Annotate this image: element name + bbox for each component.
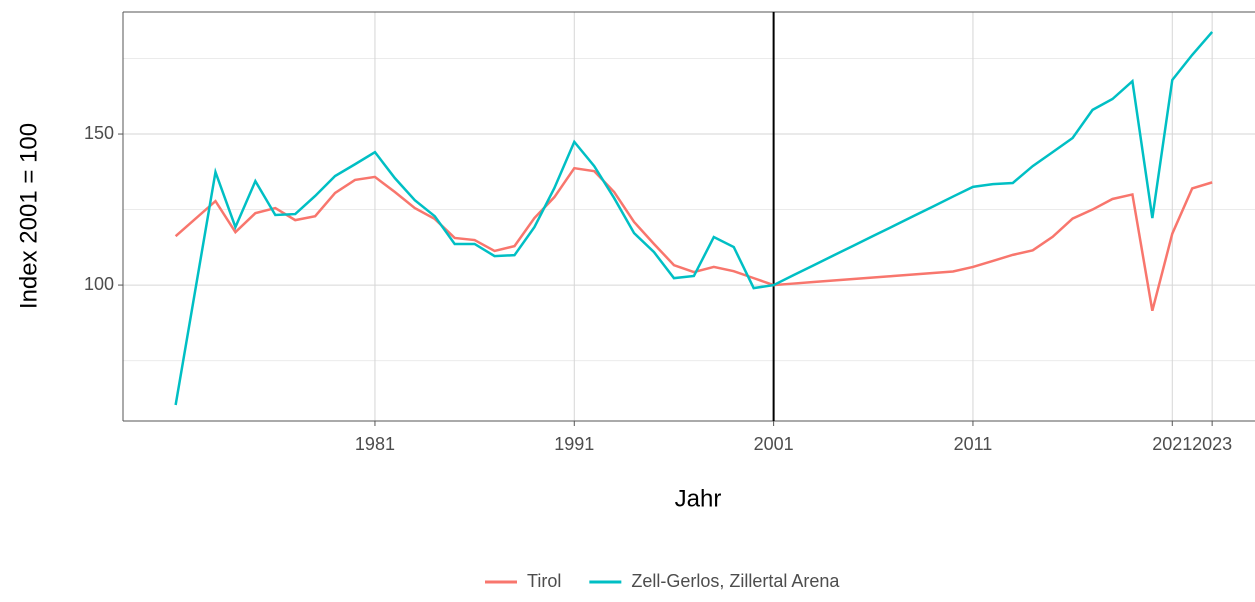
y-tick-label: 150 (84, 123, 114, 143)
x-tick-label: 1991 (554, 434, 594, 454)
legend-label: Tirol (527, 571, 561, 591)
legend-label: Zell-Gerlos, Zillertal Arena (631, 571, 840, 591)
y-tick-label: 100 (84, 274, 114, 294)
data-line (174, 31, 1214, 406)
x-tick-label: 2021 (1152, 434, 1192, 454)
x-tick-label: 2001 (754, 434, 794, 454)
x-tick-label: 2023 (1192, 434, 1232, 454)
data-line (174, 166, 1213, 312)
y-axis-label: Index 2001 = 100 (15, 123, 42, 309)
x-tick-label: 1981 (355, 434, 395, 454)
x-axis-label: Jahr (675, 485, 722, 512)
x-tick-label: 2011 (954, 434, 993, 454)
